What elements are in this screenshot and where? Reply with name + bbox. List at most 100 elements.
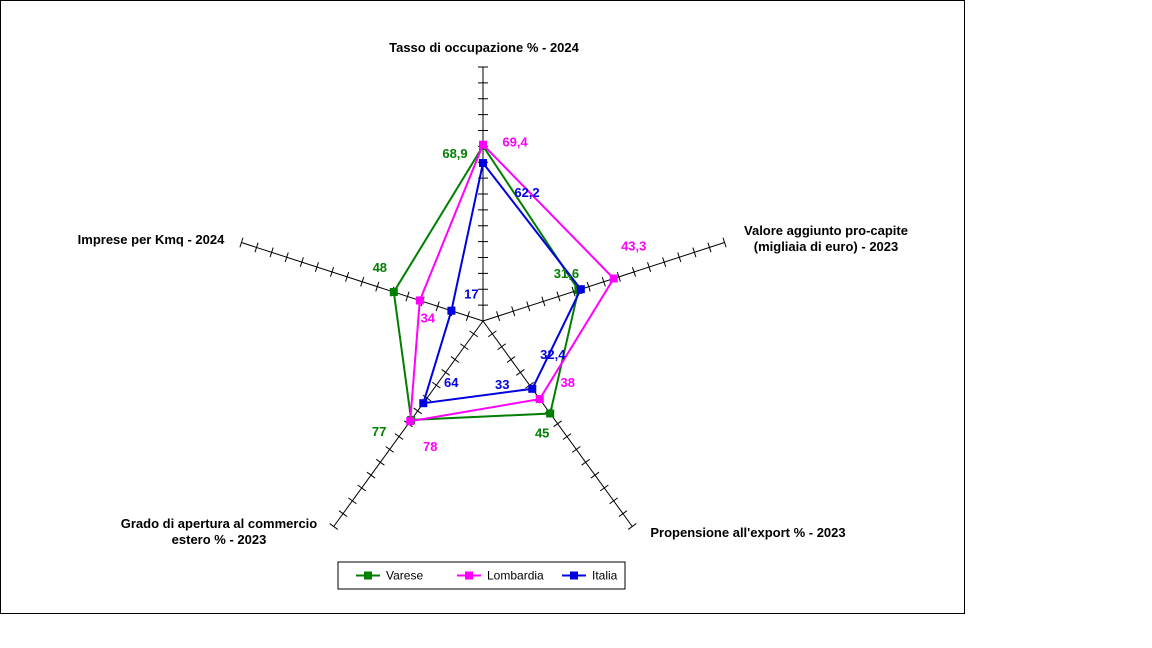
axis-tick	[469, 330, 479, 338]
data-label-lombardia-3: 78	[423, 439, 437, 454]
axis-tick	[692, 247, 697, 258]
axis-tick	[631, 267, 637, 277]
axis-tick	[376, 458, 385, 466]
axis-tick	[487, 330, 497, 338]
axis-tick	[284, 252, 289, 263]
data-label-lombardia-1: 43,3	[621, 239, 646, 254]
axis-tick	[618, 510, 628, 517]
axis-tick	[647, 262, 652, 272]
axis-label-line: Grado di apertura al commercio	[121, 516, 318, 531]
legend-label: Lombardia	[487, 569, 544, 583]
data-label-varese-0: 68,9	[442, 146, 467, 161]
axis-tick	[506, 356, 516, 363]
data-label-italia-3: 64	[444, 375, 459, 390]
data-point-varese-4	[389, 288, 398, 297]
axis-tick	[581, 458, 590, 466]
axis-tick	[586, 281, 591, 292]
axis-tick	[366, 471, 376, 479]
axis-tick	[677, 252, 682, 263]
axis-label-line: Imprese per Kmq - 2024	[78, 232, 225, 247]
series-line-lombardia	[409, 142, 615, 423]
axis-tick	[601, 276, 606, 287]
legend-label: Varese	[386, 569, 423, 583]
axis-tick	[345, 271, 350, 282]
axis-tick	[385, 446, 395, 453]
data-label-varese-2: 45	[535, 425, 549, 440]
axis-label-1: Valore aggiunto pro-capite (migliaia di e…	[744, 223, 908, 254]
axis-tick	[627, 523, 637, 530]
axis-label-line: Tasso di occupazione % - 2024	[389, 40, 580, 55]
axis-tick	[314, 262, 319, 272]
axis-tick	[497, 343, 507, 351]
axis-label-line: Valore aggiunto pro-capite	[744, 223, 908, 238]
axis-tick	[299, 257, 304, 268]
axis-tick	[526, 301, 531, 312]
axis-tick	[413, 407, 423, 415]
axis-tick	[553, 420, 562, 428]
data-label-lombardia-2: 38	[560, 375, 574, 390]
axis-tick	[722, 237, 727, 248]
data-point-italia-1	[576, 285, 585, 294]
legend-label: Italia	[592, 569, 618, 583]
axis-tick	[239, 237, 244, 248]
axis-tick	[616, 271, 621, 282]
axis-label-2: Propensione all'export % - 2023	[650, 525, 845, 540]
axis-tick	[571, 286, 576, 297]
axis-tick	[375, 281, 380, 292]
axis-tick	[432, 381, 441, 389]
axis-tick	[338, 510, 348, 517]
chart-frame: Tasso di occupazione % - 2024 Valore aggi…	[0, 0, 965, 614]
axis-label-line: estero % - 2023	[172, 532, 267, 547]
axis-tick	[254, 242, 259, 253]
axis-tick	[599, 484, 609, 492]
axis-tick	[329, 523, 339, 530]
data-point-varese-2	[546, 409, 555, 418]
data-label-italia-2: 33	[495, 377, 509, 392]
axis-tick	[465, 311, 470, 322]
axis-tick	[459, 343, 469, 351]
data-label-italia-1: 32,4	[540, 347, 566, 362]
axis-tick	[422, 394, 432, 402]
data-point-lombardia-0	[479, 140, 487, 149]
data-point-italia-3	[419, 399, 428, 408]
axis-tick	[571, 446, 581, 453]
axis-label-4: Imprese per Kmq - 2024	[78, 232, 225, 247]
data-label-lombardia-4: 34	[421, 310, 436, 325]
axis-tick	[269, 247, 274, 258]
axis-tick	[441, 369, 451, 376]
legend-swatch-marker	[465, 571, 473, 580]
axis-tick	[357, 484, 367, 492]
data-point-italia-4	[447, 306, 456, 315]
axis-tick	[496, 311, 501, 322]
axis-label-0: Tasso di occupazione % - 2024	[389, 40, 580, 55]
legend-item-italia: Italia	[562, 569, 618, 583]
axis-tick	[662, 257, 667, 268]
axis-tick	[405, 291, 410, 302]
axis-label-line: Propensione all'export % - 2023	[650, 525, 845, 540]
axis-tick	[511, 306, 516, 317]
legend-item-lombardia: Lombardia	[457, 569, 544, 583]
data-point-italia-0	[479, 159, 487, 168]
axis-tick	[541, 296, 546, 307]
series-line-italia	[421, 160, 582, 405]
data-point-lombardia-4	[415, 296, 424, 305]
axis-tick	[450, 356, 460, 363]
data-label-lombardia-0: 69,4	[502, 135, 528, 150]
axis-tick	[609, 497, 618, 505]
radar-chart: Tasso di occupazione % - 2024 Valore aggi…	[78, 40, 908, 590]
axis-tick	[590, 471, 600, 479]
legend-swatch-marker	[364, 571, 372, 580]
axis-tick	[556, 291, 561, 302]
axis-tick	[348, 497, 357, 505]
data-label-varese-3: 77	[372, 424, 386, 439]
data-label-varese-1: 31,6	[554, 266, 579, 281]
axis-tick	[707, 242, 712, 253]
data-point-lombardia-3	[406, 417, 415, 426]
legend-swatch-marker	[570, 571, 578, 580]
data-label-varese-4: 48	[373, 260, 387, 275]
legend-item-varese: Varese	[356, 569, 423, 583]
data-label-italia-4: 17	[464, 287, 478, 302]
axis-tick	[515, 369, 525, 376]
axis-label-3: Grado di apertura al commercio estero % -…	[121, 516, 318, 547]
series-line-varese	[392, 144, 580, 421]
